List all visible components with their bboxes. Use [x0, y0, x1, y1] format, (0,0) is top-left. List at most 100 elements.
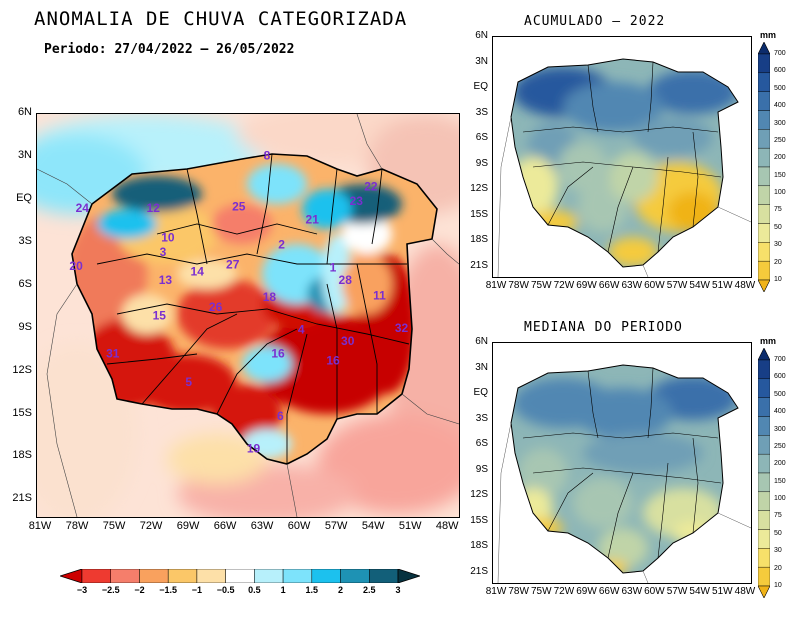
accumulated-mm-colorbar-svg: [757, 41, 771, 293]
anomaly-colorbar: [58, 568, 422, 584]
mm-colorbar-label: 300: [774, 425, 786, 433]
accumulated-lat-tick: 18S: [470, 234, 488, 246]
mm-colorbar-label: 100: [774, 189, 786, 197]
accumulated-lat-tick: EQ: [473, 81, 488, 93]
median-map: [492, 342, 752, 584]
median-lon-tick: 63W: [621, 586, 643, 597]
colorbar-label: 1.5: [305, 585, 319, 595]
main-lon-tick: 54W: [361, 520, 385, 532]
basin-label: 28: [339, 273, 353, 287]
median-map-title: MEDIANA DO PERIODO: [524, 320, 683, 335]
accumulated-lon-tick: 57W: [666, 280, 688, 291]
mm-colorbar-label: 100: [774, 495, 786, 503]
median-lat-tick: 6S: [475, 438, 488, 450]
accumulated-lat-tick: 3N: [475, 55, 488, 67]
basin-label: 1: [330, 260, 337, 274]
colorbar-label: −1: [191, 585, 203, 595]
mm-colorbar-swatch: [757, 566, 771, 587]
basin-label: 13: [159, 273, 173, 287]
mm-colorbar-swatch: [757, 472, 771, 493]
mm-colorbar-swatch: [757, 166, 771, 187]
mm-colorbar-label: 75: [774, 206, 782, 214]
mm-colorbar-swatch: [757, 435, 771, 455]
mm-colorbar-label: 150: [774, 477, 786, 485]
basin-label: 14: [191, 265, 205, 279]
median-lat-tick: 3N: [475, 361, 488, 373]
median-lat-tick: 18S: [470, 540, 488, 552]
mm-colorbar-swatch: [757, 129, 771, 149]
mm-colorbar-label: 500: [774, 390, 786, 398]
accumulated-lon-tick: 66W: [598, 280, 620, 291]
main-lat-tick: 9S: [18, 320, 32, 333]
basin-label: 27: [226, 257, 240, 271]
basin-label: 18: [263, 290, 277, 304]
colorbar-label: 0.5: [248, 585, 261, 595]
colorbar-label: 1: [280, 585, 286, 595]
mm-colorbar-min-arrow: [757, 279, 771, 293]
main-lat-tick: 6N: [17, 106, 32, 119]
colorbar-swatch: [196, 568, 226, 584]
colorbar-swatch: [225, 568, 255, 584]
mm-colorbar-swatch: [757, 529, 771, 549]
mm-colorbar-label: 30: [774, 241, 782, 249]
accumulated-mm-labels: 700 600 500 400 300 250 200 150 100 75 50 30 20 10: [772, 42, 800, 292]
main-lat-tick: 15S: [12, 406, 32, 419]
basin-label: 16: [326, 354, 340, 368]
basin-label: 25: [232, 199, 246, 213]
accumulated-mm-colorbar: [757, 41, 771, 293]
median-mm-colorbar: [757, 347, 771, 599]
median-lat-tick: 3S: [475, 412, 488, 424]
basin-label: 15: [153, 308, 167, 322]
mm-colorbar-label: 250: [774, 442, 786, 450]
accumulated-lat-tick: 9S: [475, 157, 488, 169]
main-lon-tick: 69W: [176, 520, 200, 532]
colorbar-label: −2.5: [101, 585, 120, 595]
mm-colorbar-swatch: [757, 397, 771, 417]
mm-colorbar-swatch: [757, 204, 771, 224]
accumulated-lat-tick: 6N: [475, 30, 488, 41]
mm-colorbar-max-arrow: [757, 347, 771, 361]
mm-colorbar-label: 250: [774, 136, 786, 144]
colorbar-swatch: [254, 568, 284, 584]
colorbar-swatch: [311, 568, 341, 584]
median-lat-tick: 21S: [470, 565, 488, 577]
basin-label: 3: [160, 245, 167, 259]
median-lat-tick: 9S: [475, 463, 488, 475]
main-lat-tick: 12S: [12, 363, 32, 376]
main-lat-tick: 21S: [12, 492, 32, 505]
mm-colorbar-label: 600: [774, 67, 786, 75]
colorbar-max-arrow: [397, 568, 422, 584]
mm-colorbar-swatch: [757, 242, 771, 262]
mm-colorbar-label: 300: [774, 119, 786, 127]
basin-label: 23: [350, 194, 364, 208]
mm-colorbar-label: 20: [774, 258, 782, 266]
mm-colorbar-label: 200: [774, 460, 786, 468]
mm-colorbar-swatch: [757, 260, 771, 281]
median-lon-tick: 66W: [598, 586, 620, 597]
basin-label: 11: [373, 289, 386, 303]
median-lon-tick: 60W: [644, 586, 665, 597]
main-lon-tick: 63W: [250, 520, 274, 532]
colorbar-min-arrow: [58, 568, 83, 584]
main-lon-tick: 78W: [65, 520, 89, 532]
main-lon-tick: 60W: [287, 520, 311, 532]
main-lon-tick: 57W: [324, 520, 348, 532]
accumulated-lon-tick: 63W: [621, 280, 643, 291]
accumulated-lon-tick: 51W: [712, 280, 733, 291]
main-lat-tick: 18S: [12, 449, 32, 462]
colorbar-swatch: [110, 568, 140, 584]
accumulated-lon-tick: 81W: [485, 280, 507, 291]
mm-colorbar-label: 600: [774, 373, 786, 381]
basin-label: 4: [298, 322, 305, 336]
accumulated-map-title: ACUMULADO — 2022: [524, 14, 666, 29]
mm-colorbar-swatch: [757, 416, 771, 436]
median-lon-tick: 78W: [508, 586, 529, 597]
mm-colorbar-max-arrow: [757, 41, 771, 55]
median-lat-tick: 15S: [470, 514, 488, 526]
mm-colorbar-label: 700: [774, 50, 786, 57]
mm-colorbar-swatch: [757, 91, 771, 111]
basin-label: 5: [185, 375, 192, 389]
main-lat-tick: EQ: [16, 192, 32, 205]
main-lon-tick: 66W: [213, 520, 237, 532]
